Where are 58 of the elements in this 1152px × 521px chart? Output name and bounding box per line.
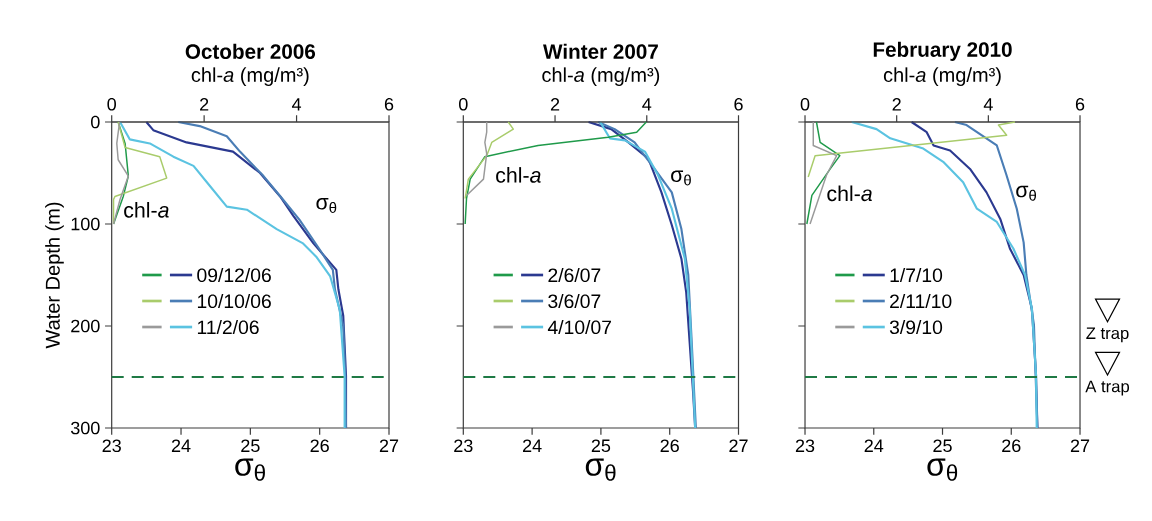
x2-tick-label: 4 <box>642 98 652 111</box>
x2-tick-label: 0 <box>800 97 810 111</box>
x-tick-label: 27 <box>729 439 748 452</box>
legend-label: 11/2/06 <box>197 319 259 335</box>
chart-title: February 2010 <box>873 41 1012 61</box>
legend-label: 3/6/07 <box>548 293 601 309</box>
x-tick-label: 23 <box>795 439 815 453</box>
x-tick-label: 23 <box>454 439 473 453</box>
x2-tick-label: 4 <box>983 98 993 111</box>
text: A trap <box>1085 380 1130 396</box>
y-tick-label: 200 <box>71 319 100 333</box>
x-tick-label: 27 <box>1070 439 1090 452</box>
x-tick-label: 26 <box>1002 439 1021 453</box>
legend-label: 10/10/06 <box>197 293 271 309</box>
x-tick-label: 26 <box>660 439 679 453</box>
annotation: chl-a <box>827 185 872 202</box>
x-tick-label: 27 <box>379 439 399 452</box>
x-tick-label: 25 <box>591 439 611 453</box>
x2-tick-label: 4 <box>291 98 302 111</box>
x-tick-label: 25 <box>933 439 952 453</box>
annotation: σ$_{θ}$ <box>671 170 691 186</box>
x-tick-label: 25 <box>241 439 260 453</box>
x2-tick-label: 0 <box>107 97 116 111</box>
annotation: chl-a <box>496 167 541 183</box>
legend-label: 4/10/07 <box>547 319 611 335</box>
y-axis-title: Water Depth (m) <box>45 202 64 349</box>
x2-tick-label: 2 <box>892 98 901 111</box>
x2-tick-label: 2 <box>200 98 209 111</box>
x-tick-label: 24 <box>171 439 191 452</box>
annotation: σ$_{θ}$ <box>316 198 337 213</box>
x-tick-label: 23 <box>102 439 121 453</box>
legend-label: 1/7/10 <box>890 267 943 283</box>
legend-label: 3/9/10 <box>889 319 943 335</box>
chart-title: October 2006 <box>185 43 316 59</box>
legend-label: 09/12/06 <box>197 267 271 283</box>
x2-axis-title: chl-a (mg/m³) <box>542 67 660 86</box>
annotation: chl-a <box>124 201 169 218</box>
legend-label: 2/11/10 <box>890 293 952 309</box>
text: Z trap <box>1086 327 1129 343</box>
x-tick-label: 24 <box>864 439 884 452</box>
y-tick-label: 100 <box>71 217 100 231</box>
annotation: σ$_{θ}$ <box>1016 185 1037 201</box>
x2-tick-label: 2 <box>550 98 560 111</box>
x-tick-label: 26 <box>310 439 329 453</box>
x-axis-title: σ$_{θ}$ <box>585 458 616 481</box>
x2-axis-title: chl-a (mg/m³) <box>883 67 1001 86</box>
legend-label: 2/6/07 <box>548 267 601 283</box>
x-axis-title: σ$_{θ}$ <box>235 458 265 481</box>
chart-title: Winter 2007 <box>543 43 658 59</box>
y-tick-label: 0 <box>91 115 100 129</box>
x2-tick-label: 6 <box>1075 97 1085 111</box>
x2-axis-title: chl-a (mg/m³) <box>191 67 309 86</box>
x2-tick-label: 6 <box>384 97 394 111</box>
y-tick-label: 300 <box>70 421 100 435</box>
x2-tick-label: 0 <box>459 97 468 111</box>
x-tick-label: 24 <box>523 439 542 452</box>
x-axis-title: σ$_{θ}$ <box>927 458 958 481</box>
x2-tick-label: 6 <box>734 97 743 111</box>
